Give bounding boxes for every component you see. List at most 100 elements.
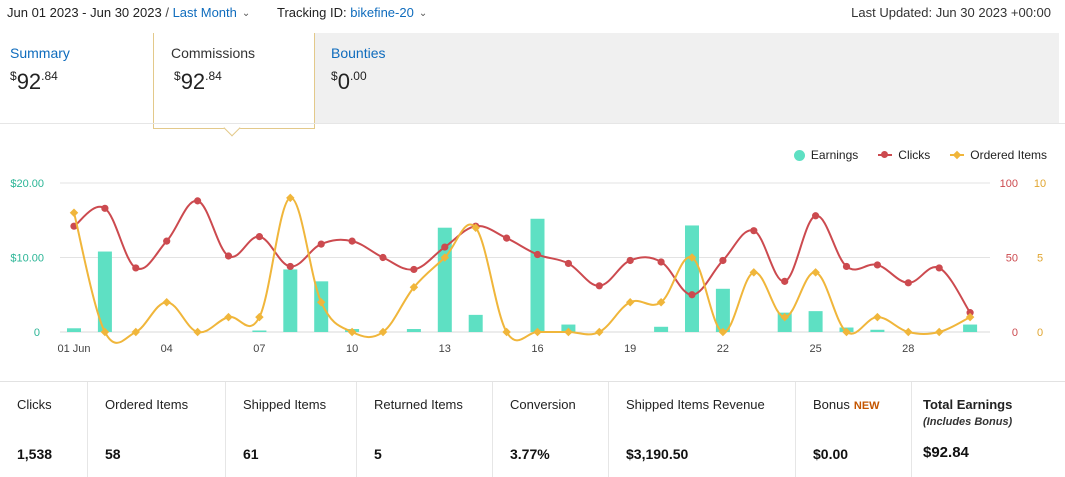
legend-earnings-label: Earnings: [810, 148, 859, 162]
date-separator: /: [165, 5, 169, 20]
stat-label: Shipped Items Revenue: [626, 397, 765, 412]
earnings-bar: [685, 225, 699, 332]
clicks-point: [533, 250, 542, 259]
stat-value: 5: [374, 446, 382, 462]
clicks-point: [873, 261, 882, 269]
earnings-bar: [963, 324, 978, 332]
y-right-ordered-tick-label: 0: [1037, 327, 1043, 339]
legend-clicks[interactable]: Clicks: [878, 148, 930, 162]
clicks-marker-icon: [878, 150, 893, 160]
clicks-point: [101, 204, 109, 212]
clicks-point: [750, 227, 758, 235]
tabs-divider: [0, 123, 1065, 124]
clicks-point: [935, 264, 943, 272]
clicks-point: [255, 233, 263, 241]
ordered-items-point: [69, 208, 79, 218]
stat-value: 1,538: [17, 446, 53, 462]
clicks-point: [410, 265, 418, 274]
ordered-items-point: [378, 327, 388, 337]
ordered-items-point: [780, 312, 789, 322]
stat-shipped-items: Shipped Items 61: [226, 382, 357, 477]
earnings-marker-icon: [793, 149, 805, 161]
ordered-items-point: [255, 312, 264, 322]
x-tick-label: 25: [809, 343, 821, 355]
stat-returned-items: Returned Items 5: [357, 382, 493, 477]
earnings-tabs: Summary $92.84 Commissions $92.84 Bounti…: [0, 33, 1065, 137]
ordered-items-point: [162, 297, 171, 307]
stat-value: $3,190.50: [626, 446, 689, 462]
earnings-bar: [870, 329, 885, 332]
earnings-bar: [715, 288, 730, 332]
stat-clicks: Clicks 1,538: [0, 382, 88, 477]
stat-value: $0.00: [813, 446, 849, 462]
x-tick-label: 04: [161, 343, 173, 355]
ordered-items-point: [100, 327, 110, 337]
earnings-bar: [406, 329, 421, 332]
stat-label: Clicks: [17, 397, 52, 412]
tracking-id-selector[interactable]: Tracking ID: bikefine-20 ⌄: [277, 5, 427, 20]
stat-label: Returned Items: [374, 397, 463, 412]
tracking-id-link[interactable]: bikefine-20: [350, 5, 414, 20]
clicks-point: [904, 279, 912, 287]
ordered-items-point: [409, 283, 419, 292]
clicks-line: [73, 199, 971, 314]
y-right-clicks-tick-label: 50: [1006, 253, 1018, 265]
ordered-items-point: [718, 327, 728, 337]
stat-shipped-revenue: Shipped Items Revenue $3,190.50: [609, 382, 796, 477]
x-tick-label: 16: [531, 343, 543, 355]
tab-summary-label: Summary: [10, 45, 70, 61]
ordered-items-point: [440, 253, 450, 262]
tab-bounties[interactable]: Bounties $0.00: [331, 33, 471, 123]
ordered-items-point: [347, 327, 357, 337]
ordered-items-point: [965, 312, 975, 322]
clicks-point: [441, 243, 449, 251]
chevron-down-icon[interactable]: ⌄: [418, 8, 428, 19]
y-left-tick-label: $20.00: [10, 178, 44, 190]
clicks-point: [719, 256, 727, 265]
x-tick-label: 01 Jun: [57, 343, 90, 355]
clicks-point: [812, 212, 820, 220]
y-left-tick-label: $10.00: [10, 253, 44, 265]
clicks-point: [595, 282, 603, 290]
ordered-items-point: [595, 327, 604, 337]
earnings-bar: [468, 314, 483, 332]
tab-bounties-amount: $0.00: [331, 69, 367, 94]
clicks-point: [286, 262, 294, 271]
ordered-items-point: [873, 312, 882, 322]
ordered-items-point: [224, 312, 233, 322]
clicks-point: [224, 252, 233, 260]
clicks-point: [503, 234, 511, 242]
tab-commissions-label: Commissions: [171, 45, 256, 61]
date-range-text: Jun 01 2023 - Jun 30 2023: [7, 5, 162, 20]
tab-summary[interactable]: Summary $92.84: [10, 33, 150, 123]
report-header: Jun 01 2023 - Jun 30 2023 / Last Month ⌄ …: [0, 0, 1065, 30]
stat-label: Bonus NEW: [813, 397, 880, 412]
tab-commissions[interactable]: Commissions $92.84: [153, 33, 315, 137]
ordered-items-point: [316, 297, 326, 307]
earnings-bar: [808, 311, 823, 332]
chart-legend: Earnings Clicks Ordered Items: [793, 148, 1047, 162]
y-right-clicks-tick-label: 0: [1012, 327, 1018, 339]
clicks-point: [626, 256, 634, 265]
period-link[interactable]: Last Month: [172, 5, 237, 20]
earnings-bar: [283, 269, 298, 332]
x-tick-label: 07: [253, 343, 265, 355]
legend-earnings[interactable]: Earnings: [793, 148, 859, 162]
chevron-down-icon[interactable]: ⌄: [241, 8, 251, 19]
clicks-point: [317, 240, 325, 248]
clicks-point: [657, 258, 665, 266]
clicks-point: [163, 237, 171, 245]
stat-value: $92.84: [923, 444, 969, 461]
clicks-point: [966, 309, 974, 317]
stat-label: Total Earnings: [923, 397, 1013, 412]
earnings-bar: [654, 326, 669, 332]
date-range-selector[interactable]: Jun 01 2023 - Jun 30 2023 / Last Month ⌄: [7, 5, 250, 20]
tab-summary-amount: $92.84: [10, 69, 58, 94]
legend-ordered-items[interactable]: Ordered Items: [950, 148, 1047, 162]
stat-value: 3.77%: [510, 446, 550, 462]
ordered-items-point: [193, 327, 202, 337]
ordered-items-point: [904, 327, 913, 337]
stat-value: 61: [243, 446, 259, 462]
stat-ordered-items: Ordered Items 58: [88, 382, 226, 477]
